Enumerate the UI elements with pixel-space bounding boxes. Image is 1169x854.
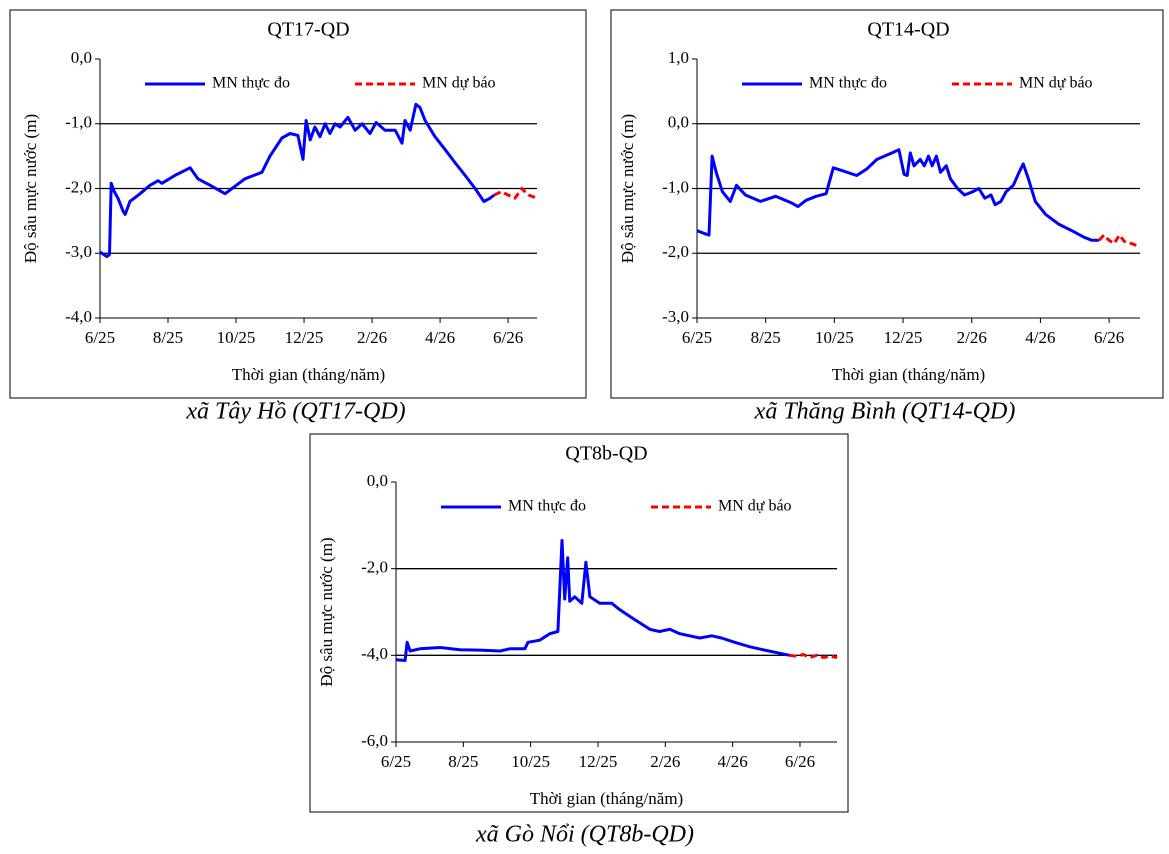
chart-frame [9, 9, 587, 399]
series-line [395, 539, 790, 662]
x-axis-label: Thời gian (tháng/năm) [232, 365, 385, 384]
chart-frame [309, 433, 849, 813]
x-tick-label: 8/25 [153, 328, 183, 347]
chart: -6,0 -4,0 -2,0 0,0 6/25 8/25 10/25 12/25 2/26 4/2… [309, 433, 849, 848]
y-axis-label: Độ sâu mực nước (m) [618, 114, 637, 263]
x-axis-label: Thời gian (tháng/năm) [832, 365, 985, 384]
caption: xã Thăng Bình (QT14-QD) [754, 399, 1016, 425]
x-tick-label: 2/26 [957, 328, 987, 347]
x-tick-label: 12/25 [285, 328, 324, 347]
y-axis-label: Độ sâu mực nước (m) [21, 114, 40, 263]
y-tick-label: -2,0 [662, 242, 689, 261]
legend-label: MN thực đo [809, 75, 887, 92]
chart-title: QT14-QD [867, 19, 949, 41]
x-tick-label: 8/25 [751, 328, 781, 347]
y-tick-label: -3,0 [65, 242, 92, 261]
x-tick-label: 6/26 [1094, 328, 1124, 347]
x-axis-label: Thời gian (tháng/năm) [530, 789, 683, 808]
legend-label: MN thực đo [212, 75, 290, 92]
chart-title: QT8b-QD [565, 443, 647, 465]
series-line [493, 187, 538, 200]
y-tick-label: -2,0 [65, 177, 92, 196]
x-tick-label: 2/26 [357, 328, 387, 347]
chart: -4,0 -3,0 -2,0 -1,0 0,0 6/25 8/25 10/25 12/25 2/2… [9, 9, 587, 425]
y-axis-label: Độ sâu mực nước (m) [317, 537, 336, 686]
y-tick-label: -4,0 [361, 644, 388, 663]
x-tick-label: 6/25 [682, 328, 712, 347]
legend-label: MN dự báo [422, 75, 496, 92]
chart-title: QT17-QD [267, 19, 349, 41]
legend-label: MN dự báo [718, 498, 792, 515]
y-tick-label: 0,0 [668, 113, 689, 132]
y-tick-label: -1,0 [662, 177, 689, 196]
chart-frame [610, 9, 1164, 399]
x-tick-label: 6/25 [85, 328, 115, 347]
x-tick-label: 6/26 [493, 328, 523, 347]
x-tick-label: 2/26 [650, 752, 680, 771]
x-tick-label: 10/25 [217, 328, 256, 347]
series-line [696, 148, 1100, 242]
x-tick-label: 6/25 [381, 752, 411, 771]
x-tick-label: 6/26 [785, 752, 815, 771]
x-tick-label: 10/25 [815, 328, 854, 347]
series-line [789, 653, 838, 659]
x-tick-label: 12/25 [884, 328, 923, 347]
x-tick-label: 4/26 [718, 752, 748, 771]
y-tick-label: -3,0 [662, 307, 689, 326]
series-line [99, 102, 496, 258]
x-tick-label: 4/26 [425, 328, 455, 347]
x-tick-label: 8/25 [448, 752, 478, 771]
y-tick-label: -1,0 [65, 113, 92, 132]
x-tick-label: 12/25 [579, 752, 618, 771]
caption: xã Gò Nổi (QT8b-QD) [475, 822, 694, 848]
chart: -3,0 -2,0 -1,0 0,0 1,0 6/25 8/25 10/25 12/25 2/26… [610, 9, 1164, 425]
y-tick-label: -2,0 [361, 558, 388, 577]
x-tick-label: 10/25 [511, 752, 550, 771]
y-tick-label: -4,0 [65, 307, 92, 326]
y-tick-label: 0,0 [367, 471, 388, 490]
caption: xã Tây Hồ (QT17-QD) [185, 399, 405, 425]
legend-label: MN thực đo [508, 498, 586, 515]
y-tick-label: -6,0 [361, 731, 388, 750]
y-tick-label: 0,0 [71, 48, 92, 67]
x-tick-label: 4/26 [1025, 328, 1055, 347]
legend-label: MN dự báo [1019, 75, 1093, 92]
y-tick-label: 1,0 [668, 48, 689, 67]
series-line [1097, 233, 1141, 249]
